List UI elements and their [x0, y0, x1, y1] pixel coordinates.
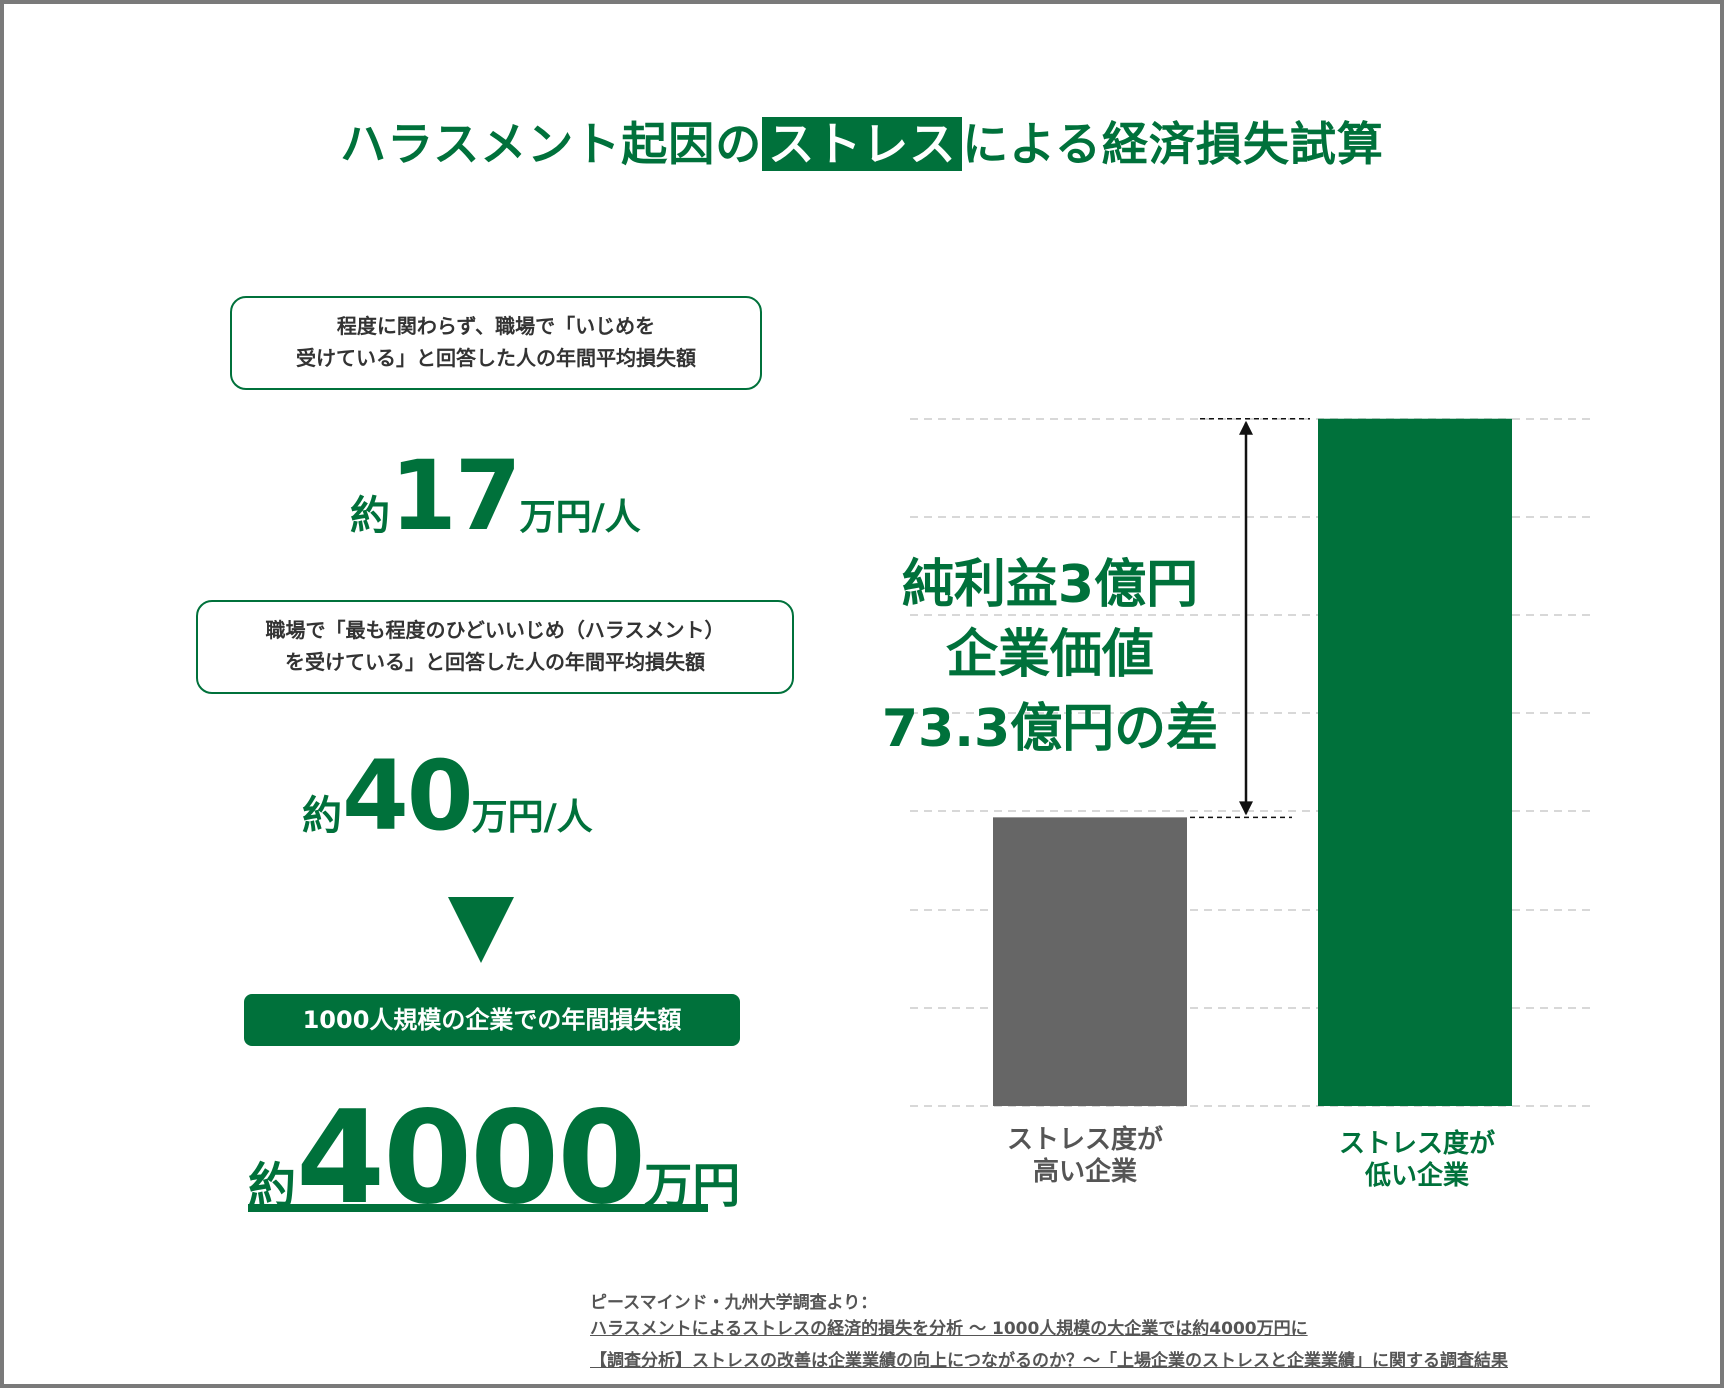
bar-high-stress: [993, 817, 1187, 1106]
value1-number: 17: [390, 440, 522, 552]
stat-value-2: 約40万円/人: [302, 740, 593, 852]
annotation-line-3: 73.3億円の差: [881, 699, 1219, 759]
arrow-up-icon: [1239, 420, 1253, 435]
box1-line1: 程度に関わらず、職場で「いじめを: [336, 314, 656, 338]
page-title: ハラスメント起因の ストレス による経済損失試算: [0, 108, 1724, 174]
category-label-high-stress: ストレス度が 高い企業: [955, 1124, 1215, 1188]
category-label-line: 高い企業: [1032, 1157, 1137, 1187]
title-after: による経済損失試算: [962, 117, 1384, 171]
value2-prefix: 約: [302, 793, 342, 839]
result-underline: [248, 1204, 708, 1212]
category-label-line: ストレス度が: [1338, 1129, 1495, 1159]
box1-line2: 受けている」と回答した人の年間平均損失額: [296, 346, 696, 370]
title-highlight: ストレス: [762, 117, 963, 171]
annotation-line-1: 純利益3億円: [901, 555, 1199, 615]
source-link-1[interactable]: ハラスメントによるストレスの経済的損失を分析 〜 1000人規模の大企業では約4…: [590, 1319, 1308, 1339]
stat-description-box-2: 職場で「最も程度のひどいいじめ（ハラスメント） を受けている」と回答した人の年間…: [196, 600, 794, 694]
category-label-line: ストレス度が: [1006, 1125, 1163, 1155]
value2-number: 40: [342, 740, 474, 852]
annotation-line-2: 企業価値: [945, 625, 1154, 685]
category-label-line: 低い企業: [1364, 1161, 1469, 1191]
value1-unit: 万円/人: [519, 497, 641, 538]
stat-description-box-1: 程度に関わらず、職場で「いじめを 受けている」と回答した人の年間平均損失額: [230, 296, 762, 390]
source-link-2[interactable]: 【調査分析】ストレスの改善は企業業績の向上につながるのか？〜「上場企業のストレス…: [590, 1351, 1508, 1371]
bar-low-stress: [1318, 418, 1512, 1106]
box2-line1: 職場で「最も程度のひどいいじめ（ハラスメント）: [265, 618, 725, 642]
down-triangle-icon: [448, 897, 514, 963]
result-banner: 1000人規模の企業での年間損失額: [244, 994, 740, 1046]
value1-prefix: 約: [350, 493, 390, 539]
box2-line2: を受けている」と回答した人の年間平均損失額: [285, 650, 705, 674]
value2-unit: 万円/人: [471, 797, 593, 838]
source-credit: ピースマインド・九州大学調査より：: [590, 1293, 878, 1313]
category-label-low-stress: ストレス度が 低い企業: [1287, 1128, 1547, 1192]
title-before: ハラスメント起因の: [340, 117, 763, 171]
arrow-down-icon: [1239, 801, 1253, 816]
stat-value-1: 約17万円/人: [350, 440, 641, 552]
